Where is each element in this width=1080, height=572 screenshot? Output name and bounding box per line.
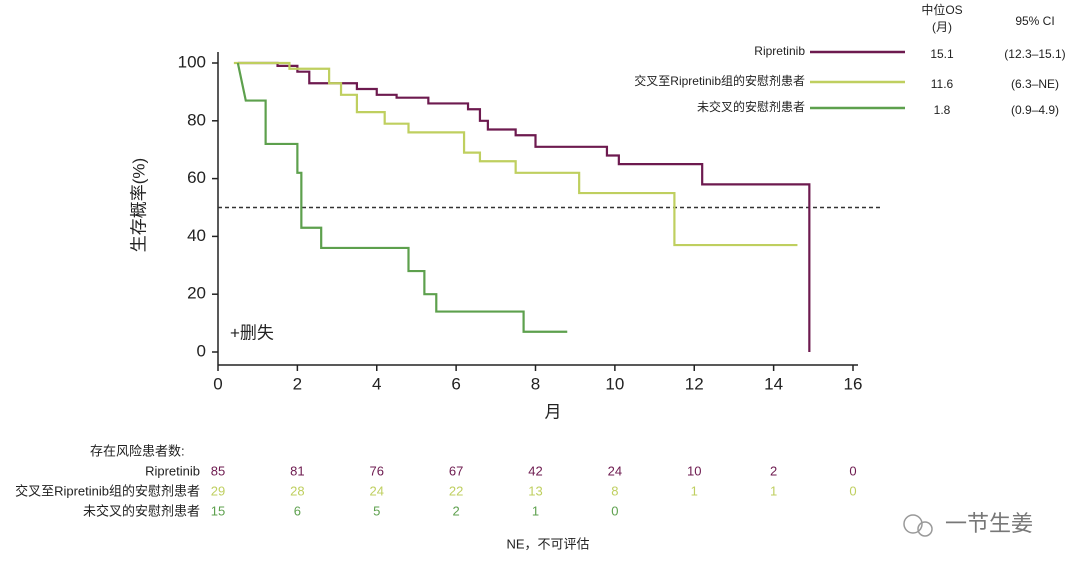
risk-value: 29 xyxy=(211,483,225,498)
legend-label: 未交叉的安慰剂患者 xyxy=(697,99,805,114)
risk-row-label: 未交叉的安慰剂患者 xyxy=(83,503,200,518)
risk-value: 28 xyxy=(290,483,304,498)
risk-value: 13 xyxy=(528,483,542,498)
risk-row-label: Ripretinib xyxy=(145,463,200,478)
annotation: +删失 xyxy=(230,323,274,342)
risk-value: 22 xyxy=(449,483,463,498)
risk-row-label: 交叉至Ripretinib组的安慰剂患者 xyxy=(15,483,200,498)
risk-value: 67 xyxy=(449,463,463,478)
risk-value: 24 xyxy=(370,483,384,498)
risk-value: 10 xyxy=(687,463,701,478)
legend-median: 11.6 xyxy=(931,77,954,91)
risk-value: 42 xyxy=(528,463,542,478)
risk-value: 15 xyxy=(211,503,225,518)
x-axis-label: 月 xyxy=(545,402,562,421)
watermark: 一节生姜 xyxy=(945,511,1033,536)
survival-curve xyxy=(236,62,568,333)
legend-median: 1.8 xyxy=(934,103,951,117)
risk-value: 0 xyxy=(849,483,856,498)
x-tick-label: 12 xyxy=(685,374,704,393)
legend-header: 中位OS xyxy=(921,2,962,17)
x-tick-label: 14 xyxy=(764,374,783,393)
risk-value: 24 xyxy=(608,463,622,478)
risk-value: 2 xyxy=(453,503,460,518)
x-tick-label: 4 xyxy=(372,374,381,393)
risk-value: 0 xyxy=(849,463,856,478)
risk-title: 存在风险患者数: xyxy=(90,443,185,458)
y-tick-label: 40 xyxy=(187,226,206,245)
risk-value: 81 xyxy=(290,463,304,478)
risk-value: 6 xyxy=(294,503,301,518)
legend-label: Ripretinib xyxy=(754,44,805,58)
risk-value: 1 xyxy=(691,483,698,498)
risk-value: 1 xyxy=(770,483,777,498)
survival-curve xyxy=(233,61,798,247)
y-tick-label: 100 xyxy=(178,52,206,71)
x-tick-label: 10 xyxy=(605,374,624,393)
legend-header: 95% CI xyxy=(1015,14,1054,28)
legend-median: 15.1 xyxy=(930,47,954,61)
risk-value: 8 xyxy=(611,483,618,498)
y-tick-label: 20 xyxy=(187,284,206,303)
footnote: NE，不可评估 xyxy=(506,536,589,551)
legend-ci: (0.9–4.9) xyxy=(1011,103,1059,117)
risk-value: 1 xyxy=(532,503,539,518)
y-axis-label: 生存概率(%) xyxy=(129,158,148,252)
x-tick-label: 6 xyxy=(451,374,460,393)
watermark-icon xyxy=(903,514,923,534)
risk-value: 2 xyxy=(770,463,777,478)
x-tick-label: 8 xyxy=(531,374,540,393)
legend-ci: (12.3–15.1) xyxy=(1004,47,1065,61)
legend-header: (月) xyxy=(932,20,952,34)
x-tick-label: 16 xyxy=(844,374,863,393)
survival-curve xyxy=(237,61,811,352)
legend-label: 交叉至Ripretinib组的安慰剂患者 xyxy=(634,73,805,88)
legend-ci: (6.3–NE) xyxy=(1011,77,1059,91)
risk-value: 85 xyxy=(211,463,225,478)
risk-value: 76 xyxy=(370,463,384,478)
x-tick-label: 2 xyxy=(293,374,302,393)
x-tick-label: 0 xyxy=(213,374,222,393)
y-tick-label: 60 xyxy=(187,168,206,187)
y-tick-label: 80 xyxy=(187,110,206,129)
risk-value: 0 xyxy=(611,503,618,518)
risk-value: 5 xyxy=(373,503,380,518)
y-tick-label: 0 xyxy=(197,341,206,360)
watermark-icon xyxy=(917,521,933,537)
